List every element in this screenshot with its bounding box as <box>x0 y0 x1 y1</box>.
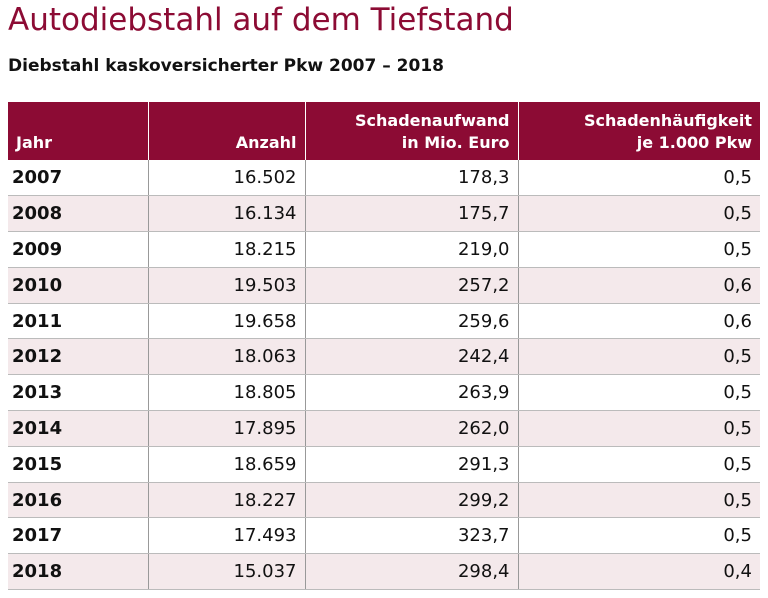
table-row: 2016 18.227 299,2 0,5 <box>8 482 760 519</box>
year-cell: 2008 <box>8 195 148 233</box>
value-cell: 0,5 <box>517 517 760 555</box>
value-cell: 17.493 <box>147 517 305 555</box>
value-cell: 18.805 <box>147 374 305 412</box>
value-cell: 323,7 <box>304 517 518 555</box>
value-cell: 16.502 <box>147 160 305 197</box>
year-cell: 2016 <box>8 482 148 519</box>
column-header: Schadenaufwand in Mio. Euro <box>304 102 518 160</box>
value-cell: 262,0 <box>304 410 518 447</box>
value-cell: 19.658 <box>147 303 305 340</box>
value-cell: 0,5 <box>517 482 760 519</box>
value-cell: 298,4 <box>304 553 518 591</box>
value-cell: 0,5 <box>517 195 760 233</box>
column-header: Schadenhäufigkeit je 1.000 Pkw <box>517 102 760 160</box>
value-cell: 0,5 <box>517 160 760 197</box>
year-cell: 2010 <box>8 267 148 304</box>
value-cell: 0,5 <box>517 374 760 412</box>
value-cell: 0,5 <box>517 338 760 376</box>
table-row: 2010 19.503 257,2 0,6 <box>8 267 760 304</box>
year-cell: 2015 <box>8 446 148 483</box>
header-line: Anzahl <box>235 133 297 152</box>
table-row: 2012 18.063 242,4 0,5 <box>8 338 760 376</box>
value-cell: 175,7 <box>304 195 518 233</box>
table-row: 2009 18.215 219,0 0,5 <box>8 231 760 268</box>
value-cell: 0,6 <box>517 303 760 340</box>
value-cell: 18.215 <box>147 231 305 268</box>
value-cell: 0,4 <box>517 553 760 591</box>
value-cell: 15.037 <box>147 553 305 591</box>
value-cell: 18.227 <box>147 482 305 519</box>
value-cell: 18.063 <box>147 338 305 376</box>
table-row: 2015 18.659 291,3 0,5 <box>8 446 760 483</box>
value-cell: 257,2 <box>304 267 518 304</box>
header-line: je 1.000 Pkw <box>636 133 752 152</box>
value-cell: 178,3 <box>304 160 518 197</box>
year-cell: 2012 <box>8 338 148 376</box>
year-cell: 2013 <box>8 374 148 412</box>
header-line: Schadenhäufigkeit <box>584 111 752 130</box>
table-row: 2007 16.502 178,3 0,5 <box>8 160 760 197</box>
column-header: Jahr <box>8 102 148 160</box>
value-cell: 0,6 <box>517 267 760 304</box>
column-header: Anzahl <box>147 102 305 160</box>
year-cell: 2018 <box>8 553 148 591</box>
value-cell: 259,6 <box>304 303 518 340</box>
year-cell: 2011 <box>8 303 148 340</box>
value-cell: 219,0 <box>304 231 518 268</box>
title: Autodiebstahl auf dem Tiefstand <box>8 2 514 38</box>
value-cell: 242,4 <box>304 338 518 376</box>
table-body: 2007 16.502 178,3 0,5 2008 16.134 175,7 0,5 2009… <box>8 160 760 591</box>
table-row: 2014 17.895 262,0 0,5 <box>8 410 760 447</box>
value-cell: 299,2 <box>304 482 518 519</box>
value-cell: 16.134 <box>147 195 305 233</box>
year-cell: 2009 <box>8 231 148 268</box>
header-line: Schadenaufwand <box>355 111 510 130</box>
table-row: 2018 15.037 298,4 0,4 <box>8 553 760 591</box>
value-cell: 263,9 <box>304 374 518 412</box>
year-cell: 2017 <box>8 517 148 555</box>
value-cell: 18.659 <box>147 446 305 483</box>
subtitle: Diebstahl kaskoversicherter Pkw 2007 – 2… <box>8 56 444 76</box>
data-table: Jahr Anzahl Schadenaufwand in Mio. Euro Scha… <box>8 102 760 591</box>
value-cell: 19.503 <box>147 267 305 304</box>
header-line: in Mio. Euro <box>401 133 510 152</box>
year-cell: 2014 <box>8 410 148 447</box>
header-row: Jahr Anzahl Schadenaufwand in Mio. Euro Scha… <box>8 102 760 160</box>
table-row: 2013 18.805 263,9 0,5 <box>8 374 760 412</box>
value-cell: 0,5 <box>517 410 760 447</box>
value-cell: 0,5 <box>517 446 760 483</box>
table-row: 2008 16.134 175,7 0,5 <box>8 195 760 233</box>
value-cell: 0,5 <box>517 231 760 268</box>
header-line: Jahr <box>16 133 53 152</box>
table-row: 2011 19.658 259,6 0,6 <box>8 303 760 340</box>
table-row: 2017 17.493 323,7 0,5 <box>8 517 760 555</box>
value-cell: 17.895 <box>147 410 305 447</box>
value-cell: 291,3 <box>304 446 518 483</box>
year-cell: 2007 <box>8 160 148 197</box>
